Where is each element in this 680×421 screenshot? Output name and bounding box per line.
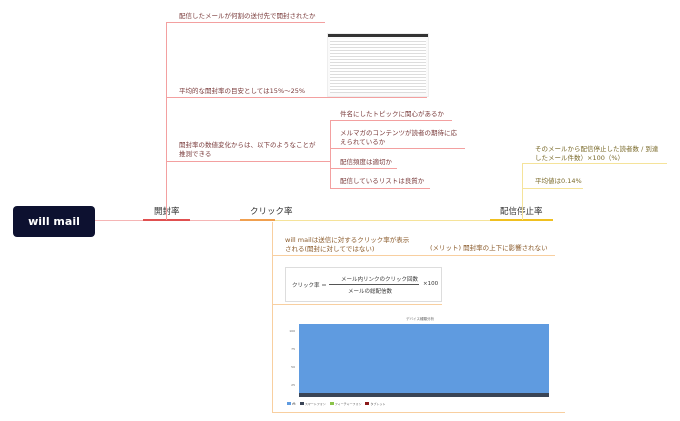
node-unsubscribe-rate[interactable]: 配信停止率 [500,205,543,217]
line [166,97,427,98]
line [522,163,667,164]
unsub-item-1[interactable]: そのメールから配信停止した読者数 / 到達 したメール件数）×100（%） [535,145,658,163]
pc-area [299,324,549,397]
text: そのメールから配信停止した読者数 / 到達 [535,145,659,153]
line [330,168,397,169]
formula-denominator: メールの総配信数 [348,289,393,295]
line [330,188,430,189]
text: メルマガのコンテンツが読者の期待に応 [340,129,457,137]
line [330,148,465,149]
line [272,304,442,305]
open-item-1[interactable]: 配信したメールが何割の送付先で開封されたか [179,12,316,20]
legend-item: タブレット [365,402,385,406]
open-branch-line [166,22,167,220]
fraction-bar [329,284,419,285]
chart-legend: PC スマートフォン フィーチャーフォン タブレット [287,402,385,406]
device-chart-image: デバイス種類分析 100 75 50 25 0 PC スマートフォン フィーチャーフォン… [285,316,555,410]
chart-title: デバイス種類分析 [406,317,434,321]
text: タブレット [370,402,386,406]
line [272,222,273,412]
formula-multiplier: ×100 [423,281,439,287]
line [166,22,325,23]
main-connector-2 [240,220,553,221]
click-rate-formula: クリック率 ＝ メール内リンクのクリック回数 メールの総配信数 ×100 [285,267,442,302]
line [272,412,565,413]
open-sub-4[interactable]: 配信しているリストは良質か [340,177,425,185]
line [330,120,331,188]
text: 推測できる [179,150,212,158]
text: スマートフォン [304,402,326,406]
line [330,120,452,121]
open-sub-3[interactable]: 配信頻度は適切か [340,158,392,166]
open-sub-2[interactable]: メルマガのコンテンツが読者の期待に応 えられているか [340,129,457,147]
text: PC [291,402,296,406]
line [522,163,523,220]
text: えられているか [340,138,386,146]
open-sub-1[interactable]: 件名にしたトピックに関心があるか [340,110,444,118]
line [272,255,555,256]
open-underline [143,219,190,221]
ytick: 0 [293,401,295,405]
chart-yticks: 100 75 50 25 0 [285,322,295,412]
unsub-item-2[interactable]: 平均値は0.14% [535,177,582,185]
text: される(開封に対してではない) [285,245,375,253]
ytick: 75 [291,347,295,351]
root-node[interactable]: will mail [13,206,95,237]
text: will mailは送信に対するクリック率が表示 [285,236,410,244]
legend-item: フィーチャーフォン [329,402,362,406]
text: したメール件数）×100（%） [535,154,625,162]
text: フィーチャーフォン [334,402,362,406]
line [522,188,583,189]
click-item-merit[interactable]: (メリット) 開封率の上下に影響されない [430,244,548,252]
ytick: 50 [291,365,295,369]
click-underline [240,219,275,221]
legend-item: PC [287,402,296,406]
open-item-2[interactable]: 平均的な開封率の目安としては15%～25% [179,87,306,95]
ytick: 25 [291,383,295,387]
open-rate-table-image [327,33,429,97]
open-item-3[interactable]: 開封率の数値変化からは、以下のようなことが 推測できる [179,141,316,159]
formula-numerator: メール内リンクのクリック回数 [341,277,419,283]
text: 開封率の数値変化からは、以下のようなことが [179,141,316,149]
legend-item: スマートフォン [299,402,326,406]
ytick: 100 [289,329,295,333]
formula-lhs: クリック率 ＝ [292,283,327,289]
line [166,161,330,162]
unsub-underline [490,219,553,221]
smartphone-area [299,393,549,397]
node-click-rate[interactable]: クリック率 [250,207,293,217]
click-item-1[interactable]: will mailは送信に対するクリック率が表示 される(開封に対してではない) [285,236,409,254]
